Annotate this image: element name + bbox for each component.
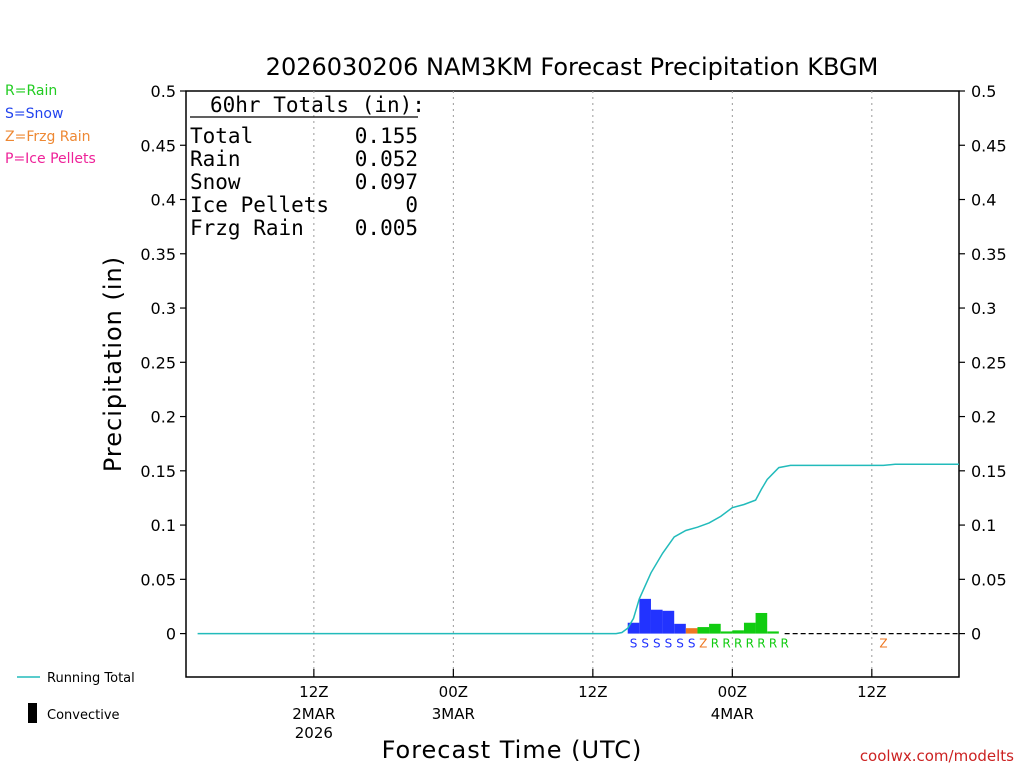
chart-title: 2026030206 NAM3KM Forecast Precipitation… [266, 53, 879, 81]
convective-swatch [28, 703, 37, 723]
totals-header: 60hr Totals (in): [210, 93, 425, 117]
convective-legend-label: Convective [47, 708, 120, 723]
y-tick-label-right: 0.25 [971, 353, 1007, 372]
y-tick-label-left: 0.15 [140, 462, 176, 481]
y-tick-label-right: 0 [971, 625, 981, 644]
bottom-legend: Running Total Convective [17, 671, 135, 723]
precip-bars [627, 598, 779, 634]
x-tick-label: 00Z [439, 683, 468, 701]
precip-bar [650, 609, 663, 634]
precip-type-marker: S [641, 637, 649, 651]
legend-ice-pellets: P=Ice Pellets [5, 151, 96, 167]
totals-row-value: 0 [405, 193, 418, 217]
totals-row-value: 0.005 [355, 216, 418, 240]
y-tick-label-left: 0.4 [151, 191, 176, 210]
totals-row-label: Rain [190, 147, 241, 171]
x-tick-label: 12Z [857, 683, 886, 701]
legend-snow: S=Snow [5, 106, 63, 122]
precip-bar [732, 630, 744, 634]
legend-rain: R=Rain [5, 83, 57, 99]
precip-bar [674, 623, 686, 634]
credit-text: coolwx.com/modelts [860, 747, 1014, 765]
totals-row-value: 0.052 [355, 147, 418, 171]
y-axis-label: Precipitation (in) [99, 256, 127, 472]
precip-bar [720, 631, 733, 634]
precip-type-marker: R [757, 637, 765, 651]
x-tick-label: 12Z [299, 683, 328, 701]
y-tick-label-left: 0.5 [151, 82, 176, 101]
totals-row-label: Ice Pellets [190, 193, 329, 217]
y-tick-label-left: 0.25 [140, 353, 176, 372]
y-tick-label-left: 0.2 [151, 408, 176, 427]
totals-row-value: 0.155 [355, 124, 418, 148]
y-tick-label-right: 0.45 [971, 136, 1007, 155]
running-total-line [197, 463, 959, 635]
y-tick-label-left: 0 [166, 625, 176, 644]
precip-type-marker: R [734, 637, 742, 651]
precip-type-marker: R [780, 637, 788, 651]
running-total-legend-label: Running Total [47, 671, 135, 686]
y-tick-label-left: 0.05 [140, 570, 176, 589]
y-tick-label-left: 0.3 [151, 299, 176, 318]
precip-type-marker: Z [879, 637, 887, 651]
precip-type-marker: S [630, 637, 638, 651]
plot-frame [185, 90, 960, 678]
y-tick-label-right: 0.1 [971, 516, 996, 535]
y-tick-label-left: 0.1 [151, 516, 176, 535]
x-tick-label: 00Z [718, 683, 747, 701]
precip-bar [755, 612, 768, 634]
x-tick-label: 12Z [578, 683, 607, 701]
totals-row-label: Snow [190, 170, 241, 194]
gridlines [313, 91, 873, 677]
precip-bar [697, 627, 710, 634]
y-tick-label-right: 0.35 [971, 245, 1007, 264]
y-axis-right: 0 0.05 0.1 0.15 0.2 0.25 0.3 0.35 0.4 0.45 0.5 [959, 82, 1007, 644]
y-tick-label-left: 0.35 [140, 245, 176, 264]
y-tick-label-right: 0.3 [971, 299, 996, 318]
precip-type-legend: R=Rain S=Snow Z=Frzg Rain P=Ice Pellets [5, 83, 96, 167]
x-tick-date: 2MAR [292, 705, 335, 723]
precip-type-marker: R [769, 637, 777, 651]
precip-type-marker: S [676, 637, 684, 651]
y-axis-left: 0 0.05 0.1 0.15 0.2 0.25 0.3 0.35 0.4 0.45 0.5 [140, 82, 186, 644]
totals-box: 60hr Totals (in): Total 0.155 Rain 0.052 Sno… [190, 93, 425, 240]
y-tick-label-right: 0.5 [971, 82, 996, 101]
precip-type-marker: R [722, 637, 730, 651]
precip-type-marker: R [746, 637, 754, 651]
precip-type-marker: R [711, 637, 719, 651]
precip-type-marker: S [653, 637, 661, 651]
legend-frzg-rain: Z=Frzg Rain [5, 129, 91, 145]
totals-row-value: 0.097 [355, 170, 418, 194]
precip-bar [743, 622, 756, 634]
precip-type-marker: S [665, 637, 673, 651]
y-tick-label-right: 0.2 [971, 408, 996, 427]
precip-bar [639, 598, 651, 634]
precip-bar [662, 610, 675, 634]
x-tick-year: 2026 [295, 724, 333, 742]
precip-bar [767, 631, 779, 634]
precip-bar [627, 622, 640, 634]
x-tick-date: 3MAR [432, 705, 475, 723]
totals-row-label: Frzg Rain [190, 216, 304, 240]
totals-row-label: Total [190, 124, 253, 148]
precip-bar [709, 623, 721, 634]
y-tick-label-right: 0.4 [971, 191, 996, 210]
precip-bar [685, 628, 698, 634]
x-axis-label: Forecast Time (UTC) [382, 736, 643, 764]
precip-type-marker: Z [699, 637, 707, 651]
y-tick-label-right: 0.15 [971, 462, 1007, 481]
precip-type-marker: S [688, 637, 696, 651]
x-tick-date: 4MAR [711, 705, 754, 723]
y-tick-label-left: 0.45 [140, 136, 176, 155]
y-tick-label-right: 0.05 [971, 570, 1007, 589]
